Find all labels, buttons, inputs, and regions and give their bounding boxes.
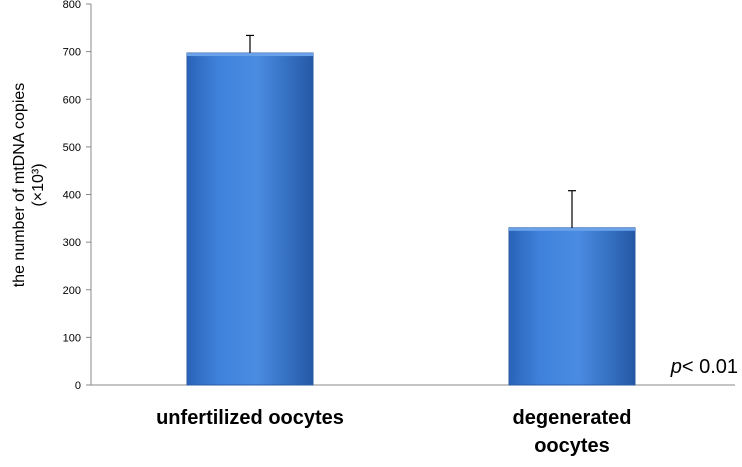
significance-annotation: p< 0.01: [670, 356, 738, 378]
y-tick-label: 300: [63, 237, 81, 249]
y-axis-label: the number of mtDNA copies: [11, 83, 28, 288]
y-ticks: 0 100 200 300 400 500 600 700 800: [63, 0, 91, 392]
category-label: unfertilized oocytes: [156, 407, 344, 429]
bars: [186, 52, 636, 386]
error-bars: [246, 34, 576, 228]
y-tick-label: 600: [63, 94, 81, 106]
category-label: degenerated: [513, 407, 632, 429]
bar-highlight: [187, 53, 313, 57]
y-axis-title: the number of mtDNA copies (×10³): [11, 83, 47, 288]
significance-p: p: [670, 356, 682, 378]
y-axis-label-unit: (×10³): [30, 163, 47, 206]
y-tick-label: 200: [63, 285, 81, 297]
bar: [186, 52, 314, 386]
category-labels: unfertilized oocytes degenerated oocytes: [156, 407, 631, 457]
bar-highlight: [509, 227, 635, 231]
y-tick-label: 500: [63, 142, 81, 154]
y-tick-label: 100: [63, 332, 81, 344]
significance-value: < 0.01: [682, 356, 738, 378]
y-tick-label: 800: [63, 0, 81, 11]
y-tick-label: 400: [63, 190, 81, 202]
y-tick-label: 0: [75, 380, 81, 392]
y-tick-label: 700: [63, 47, 81, 59]
category-label: oocytes: [534, 435, 610, 457]
bar: [508, 227, 636, 386]
